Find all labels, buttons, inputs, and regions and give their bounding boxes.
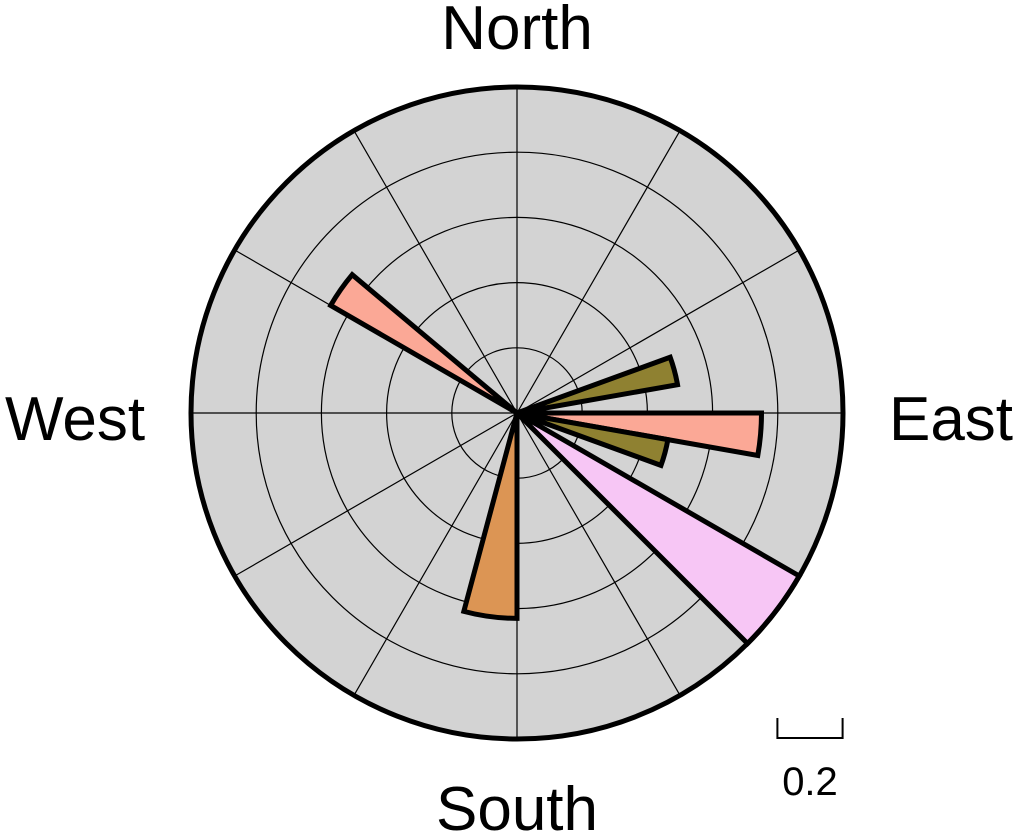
label-north: North [441, 0, 593, 63]
label-east: East [889, 385, 1013, 454]
rose-sector-2 [516, 354, 681, 416]
spoke-240 [234, 412, 518, 577]
scale-bar-label: 0.2 [782, 760, 838, 804]
spoke-150 [516, 412, 681, 696]
rose-sector-6 [460, 412, 520, 621]
rose-sector-4 [516, 410, 671, 469]
label-south: South [436, 775, 598, 833]
spoke-60 [516, 249, 800, 414]
rose-outer-border [188, 84, 846, 742]
rose-sector-1 [327, 271, 519, 416]
spoke-30 [516, 130, 681, 414]
spoke-330 [353, 130, 518, 414]
scale-bar [776, 718, 844, 739]
spoke-210 [353, 412, 518, 696]
label-west: West [5, 385, 145, 454]
